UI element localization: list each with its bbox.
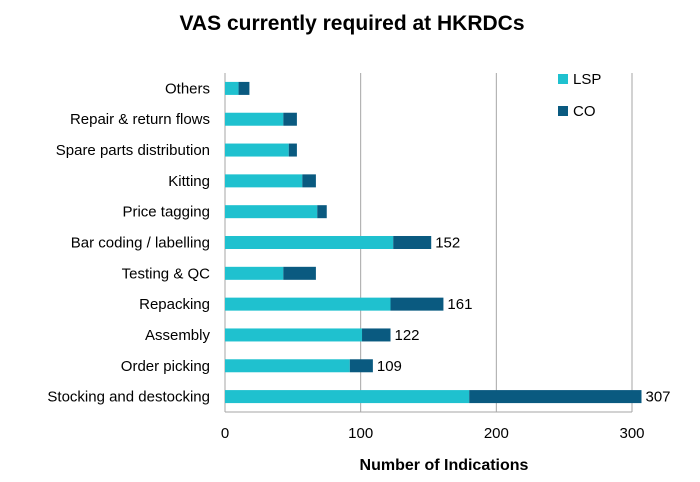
category-label: Assembly xyxy=(145,327,211,344)
category-label: Stocking and destocking xyxy=(47,389,210,406)
category-label: Repair & return flows xyxy=(70,111,210,128)
category-label: Price tagging xyxy=(122,204,210,221)
bar-lsp xyxy=(225,266,284,280)
bar-co xyxy=(317,205,327,219)
data-label: 161 xyxy=(447,296,472,313)
bars xyxy=(225,81,642,404)
bar-co xyxy=(283,112,297,126)
bar-lsp xyxy=(225,112,284,126)
x-axis-label: Number of Indications xyxy=(360,457,529,474)
x-tick-label: 300 xyxy=(619,425,644,442)
category-label: Others xyxy=(165,80,210,97)
bar-co xyxy=(349,359,373,373)
bar-co xyxy=(393,236,432,249)
bar-lsp xyxy=(225,143,289,157)
bar-co xyxy=(469,390,642,404)
category-label: Repacking xyxy=(139,296,210,313)
category-label: Kitting xyxy=(168,173,210,190)
legend-swatch-lsp xyxy=(558,74,568,84)
bar-lsp xyxy=(225,328,363,342)
category-labels: Others Repair & return flows Spare parts d… xyxy=(47,80,210,405)
bar-lsp xyxy=(225,359,350,373)
x-tick-labels: 0 100 200 300 xyxy=(221,425,645,442)
bar-lsp xyxy=(225,236,394,249)
legend-swatch-co xyxy=(558,106,568,116)
bar-lsp xyxy=(225,205,318,219)
bar-lsp xyxy=(225,390,470,404)
chart-title: VAS currently required at HKRDCs xyxy=(179,12,524,35)
category-label: Bar coding / labelling xyxy=(71,235,210,252)
category-label: Testing & QC xyxy=(122,265,211,282)
x-tick-label: 100 xyxy=(348,425,373,442)
x-tick-label: 0 xyxy=(221,425,229,442)
bar-co xyxy=(283,266,316,280)
bar-co xyxy=(362,328,391,342)
legend-label-co: CO xyxy=(573,103,596,120)
bar-co xyxy=(288,143,297,157)
x-tick-label: 200 xyxy=(484,425,509,442)
bar-co xyxy=(390,297,444,311)
bar-lsp xyxy=(225,81,239,95)
data-labels: 152 161 122 109 307 xyxy=(377,235,671,406)
category-label: Spare parts distribution xyxy=(56,142,210,159)
data-label: 122 xyxy=(395,327,420,344)
bar-lsp xyxy=(225,297,391,311)
bar-co xyxy=(238,81,250,95)
category-label: Order picking xyxy=(121,358,210,375)
bar-co xyxy=(302,174,316,188)
legend: LSP CO xyxy=(558,71,601,120)
data-label: 307 xyxy=(645,389,670,406)
data-label: 152 xyxy=(435,235,460,252)
legend-label-lsp: LSP xyxy=(573,71,601,88)
data-label: 109 xyxy=(377,358,402,375)
bar-lsp xyxy=(225,174,303,188)
